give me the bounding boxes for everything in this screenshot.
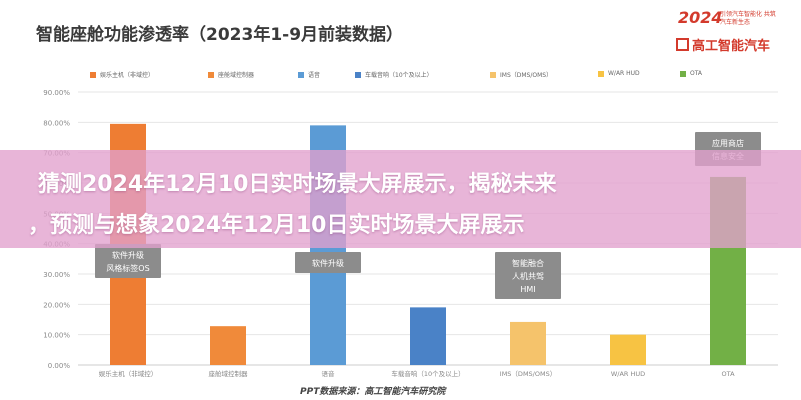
legend-item: 车载音响（10个及以上）: [355, 70, 433, 79]
legend-item: 娱乐主机（非域控）: [90, 70, 154, 79]
x-tick-label: OTA: [721, 370, 735, 378]
legend-swatch: [680, 70, 686, 77]
bar: [510, 321, 546, 365]
chart-legend: 娱乐主机（非域控） 座舱域控制器 语音 车载音响（10个及以上） IMS（DMS/OMS…: [90, 70, 790, 82]
brand-logo: 2024 引领汽车智能化 共筑汽车新生态 高工智能汽车: [662, 8, 776, 58]
y-tick-label: 30.00%: [43, 271, 70, 279]
annotation-text: HMI: [520, 285, 535, 294]
x-tick-label: IMS（DMS/OMS）: [500, 370, 556, 378]
chart-title: 智能座舱功能渗透率（2023年1-9月前装数据）: [36, 25, 404, 45]
legend-label: W/AR HUD: [608, 70, 640, 77]
legend-label: 娱乐主机（非域控）: [100, 72, 155, 79]
legend-label: OTA: [690, 70, 703, 77]
legend-item: 座舱域控制器: [208, 70, 254, 79]
annotation-text: 风格标签OS: [106, 263, 149, 273]
bar: [410, 307, 446, 365]
legend-swatch: [90, 71, 96, 78]
headline-banner: [0, 150, 801, 248]
brand-mark-icon: [676, 38, 689, 51]
x-tick-label: W/AR HUD: [611, 370, 645, 378]
annotation-box: [295, 252, 361, 273]
y-tick-label: 20.00%: [43, 301, 70, 309]
legend-swatch: [355, 71, 361, 78]
annotation-text: 应用商店: [712, 138, 744, 148]
x-tick-label: 语音: [322, 369, 336, 378]
legend-swatch: [208, 71, 214, 78]
logo-year: 2024: [678, 8, 723, 27]
x-tick-label: 娱乐主机（非域控）: [99, 369, 158, 378]
legend-label: 座舱域控制器: [218, 72, 255, 79]
annotation-text: 软件升级: [112, 250, 144, 260]
x-tick-label: 车载音响（10个及以上）: [391, 369, 464, 378]
legend-swatch: [490, 71, 496, 78]
logo-tagline: 引领汽车智能化 共筑汽车新生态: [720, 11, 776, 26]
y-tick-label: 80.00%: [43, 119, 70, 127]
y-tick-label: 90.00%: [43, 89, 70, 97]
legend-swatch: [298, 71, 304, 78]
legend-label: 语音: [308, 72, 321, 79]
annotation-box: [95, 244, 161, 278]
headline-line-2: ，预测与想象2024年12月10日实时场景大屏展示: [28, 213, 525, 238]
x-tick-label: 座舱域控制器: [209, 369, 249, 378]
annotation-text: 智能融合: [512, 258, 544, 268]
bar: [610, 334, 646, 365]
legend-label: IMS（DMS/OMS）: [500, 72, 553, 79]
legend-label: 车载音响（10个及以上）: [365, 72, 433, 79]
legend-swatch: [598, 70, 604, 77]
legend-item: 语音: [298, 70, 320, 79]
bar: [210, 326, 246, 365]
legend-item: W/AR HUD: [598, 70, 640, 77]
logo-name: 高工智能汽车: [692, 39, 771, 54]
legend-item: IMS（DMS/OMS）: [490, 70, 552, 79]
headline-line-1: 猜测2024年12月10日实时场景大屏展示，揭秘未来: [38, 172, 557, 197]
annotation-text: 软件升级: [312, 258, 344, 268]
y-tick-label: 0.00%: [48, 362, 71, 370]
legend-item: OTA: [680, 70, 702, 77]
annotation-text: 人机共驾: [512, 271, 544, 281]
annotation-box: [495, 252, 561, 299]
y-tick-label: 10.00%: [43, 332, 70, 340]
source-label: PPT数据来源：高工智能汽车研究院: [300, 387, 446, 397]
